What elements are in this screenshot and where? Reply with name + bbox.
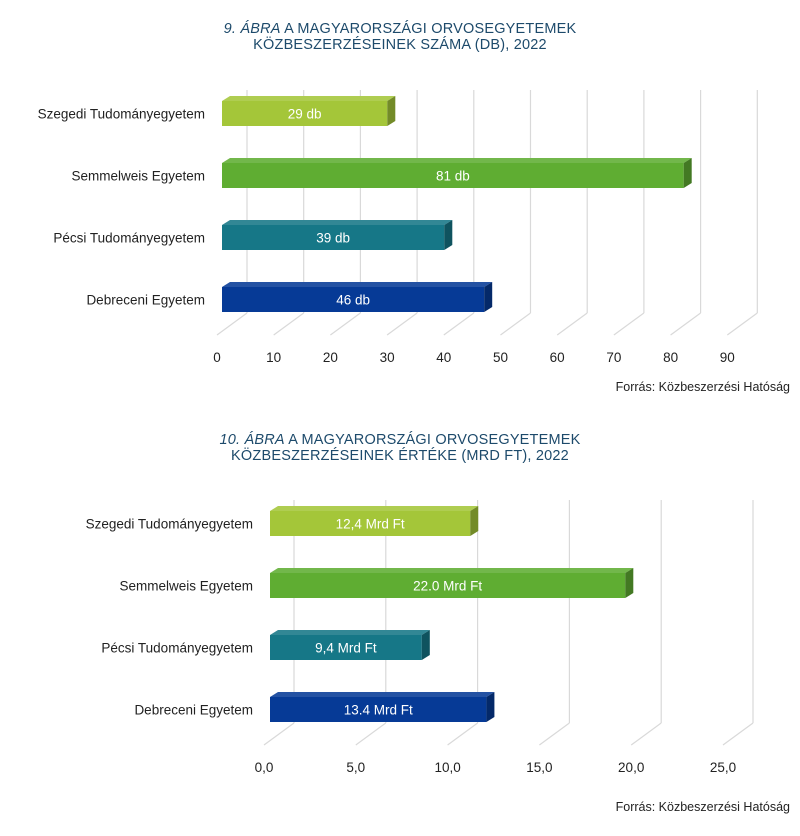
chart1-bar (222, 282, 493, 312)
chart2-bar (270, 506, 479, 536)
chart2-category-label: Semmelweis Egyetem (119, 579, 253, 594)
chart2-data-label: 9,4 Mrd Ft (315, 641, 377, 656)
chart2-gridline-diag (539, 722, 570, 746)
chart2-category-label: Pécsi Tudományegyetem (101, 641, 253, 656)
chart1-bar-front (222, 225, 445, 250)
chart2-bar-side (625, 568, 634, 598)
chart1-bar-side (444, 220, 453, 250)
chart1-x-tick-label: 10 (266, 350, 281, 365)
chart1-gridline-diag (273, 312, 305, 336)
chart1-x-tick-label: 30 (380, 350, 395, 365)
chart1-data-label: 39 db (316, 231, 350, 246)
chart1-gridline-diag (613, 312, 645, 336)
chart2-gridline-diag (447, 722, 478, 746)
chart2-bar-side (470, 506, 479, 536)
chart1-plot: 0 10 20 30 40 50 60 70 80 90 29 db Szegedi Tudomány… (38, 90, 758, 365)
chart1-data-label: 29 db (288, 107, 322, 122)
chart2-bar (270, 630, 430, 660)
chart1-gridline-diag (670, 312, 701, 336)
chart1-x-tick-label: 0 (213, 350, 221, 365)
chart2-gridline-diag (263, 722, 295, 746)
chart1-x-tick-label: 80 (663, 350, 678, 365)
chart2-bar (270, 568, 634, 598)
chart1-x-tick-label: 20 (323, 350, 338, 365)
chart1-bar-top (222, 282, 493, 287)
chart1-x-tick-label: 60 (550, 350, 565, 365)
chart1-bar (222, 158, 692, 188)
chart1-bar-side (683, 158, 692, 188)
chart1-gridline-diag (216, 312, 248, 336)
chart1-data-label: 46 db (336, 293, 370, 308)
chart2-title-line2: KÖZBESZERZÉSEINEK ÉRTÉKE (MRD FT), 2022 (231, 448, 569, 464)
chart1-bar-top (222, 220, 453, 225)
chart2-data-label: 13.4 Mrd Ft (344, 703, 413, 718)
chart1-source: Forrás: Közbeszerzési Hatóság (615, 380, 790, 394)
chart2-title: 10. ÁBRA A MAGYARORSZÁGI ORVOSEGYETEMEK … (0, 432, 800, 464)
chart2-bar-front (270, 511, 471, 536)
chart1-category-label: Debreceni Egyetem (86, 293, 205, 308)
chart2-gridline-diag (355, 722, 387, 746)
chart1-title-number: 9. ÁBRA (223, 21, 281, 37)
chart1-title-line1: A MAGYARORSZÁGI ORVOSEGYETEMEK (284, 21, 577, 37)
chart2-bar-front (270, 697, 487, 722)
chart2-bar-top (270, 568, 634, 573)
chart2-bar-top (270, 692, 495, 697)
chart2-plot: 0,0 5,0 10,0 15,0 20,0 25,0 12,4 Mrd Ft Szegedi… (86, 500, 754, 775)
chart2-x-tick-label: 5,0 (346, 760, 365, 775)
chart2-category-label: Debreceni Egyetem (134, 703, 253, 718)
chart1-gridline-diag (443, 312, 475, 336)
chart1-bar-front (222, 101, 388, 126)
chart2-x-tick-label: 25,0 (710, 760, 736, 775)
chart2-data-label: 22.0 Mrd Ft (413, 579, 482, 594)
chart1-category-label: Semmelweis Egyetem (71, 169, 205, 184)
chart2-title-line1: A MAGYARORSZÁGI ORVOSEGYETEMEK (288, 432, 581, 448)
chart1-gridline-diag (726, 312, 758, 336)
chart1-gridline-diag (386, 312, 418, 336)
chart1-x-tick-label: 50 (493, 350, 508, 365)
chart1-gridline-diag (330, 312, 361, 336)
chart2-gridline-diag (722, 722, 754, 746)
chart1-bar-front (222, 287, 485, 312)
chart1-gridline-diag (556, 312, 588, 336)
chart1-title-line2: KÖZBESZERZÉSEINEK SZÁMA (DB), 2022 (253, 37, 547, 53)
chart2-category-label: Szegedi Tudományegyetem (86, 517, 253, 532)
chart2-data-label: 12,4 Mrd Ft (336, 517, 405, 532)
chart2-bar (270, 692, 495, 722)
chart2-bar-side (486, 692, 495, 722)
chart2-source: Forrás: Közbeszerzési Hatóság (615, 800, 790, 814)
chart2-x-tick-label: 20,0 (618, 760, 644, 775)
chart1-bar (222, 96, 396, 126)
chart1-title: 9. ÁBRA A MAGYARORSZÁGI ORVOSEGYETEMEK K… (0, 21, 800, 53)
chart1-bar-side (484, 282, 493, 312)
chart2-bar-top (270, 630, 430, 635)
chart1-bar-top (222, 96, 396, 101)
chart1-bar-front (222, 163, 684, 188)
chart2-x-tick-label: 10,0 (434, 760, 460, 775)
chart2-gridline-diag (630, 722, 662, 746)
chart1-x-tick-label: 90 (720, 350, 735, 365)
chart1-x-tick-label: 70 (606, 350, 621, 365)
chart1-data-label: 81 db (436, 169, 470, 184)
chart1-category-label: Szegedi Tudományegyetem (38, 107, 205, 122)
chart1-bar (222, 220, 453, 250)
chart2-bar-front (270, 635, 422, 660)
chart2-bar-top (270, 506, 479, 511)
chart1-bar-top (222, 158, 692, 163)
chart1-x-tick-label: 40 (436, 350, 451, 365)
chart1-gridline-diag (500, 312, 531, 336)
chart2-x-tick-label: 15,0 (526, 760, 552, 775)
chart2-x-tick-label: 0,0 (255, 760, 274, 775)
chart2-bar-side (421, 630, 430, 660)
chart2-title-number: 10. ÁBRA (219, 432, 285, 448)
chart2-bar-front (270, 573, 626, 598)
chart1-bar-side (387, 96, 396, 126)
chart1-category-label: Pécsi Tudományegyetem (53, 231, 205, 246)
